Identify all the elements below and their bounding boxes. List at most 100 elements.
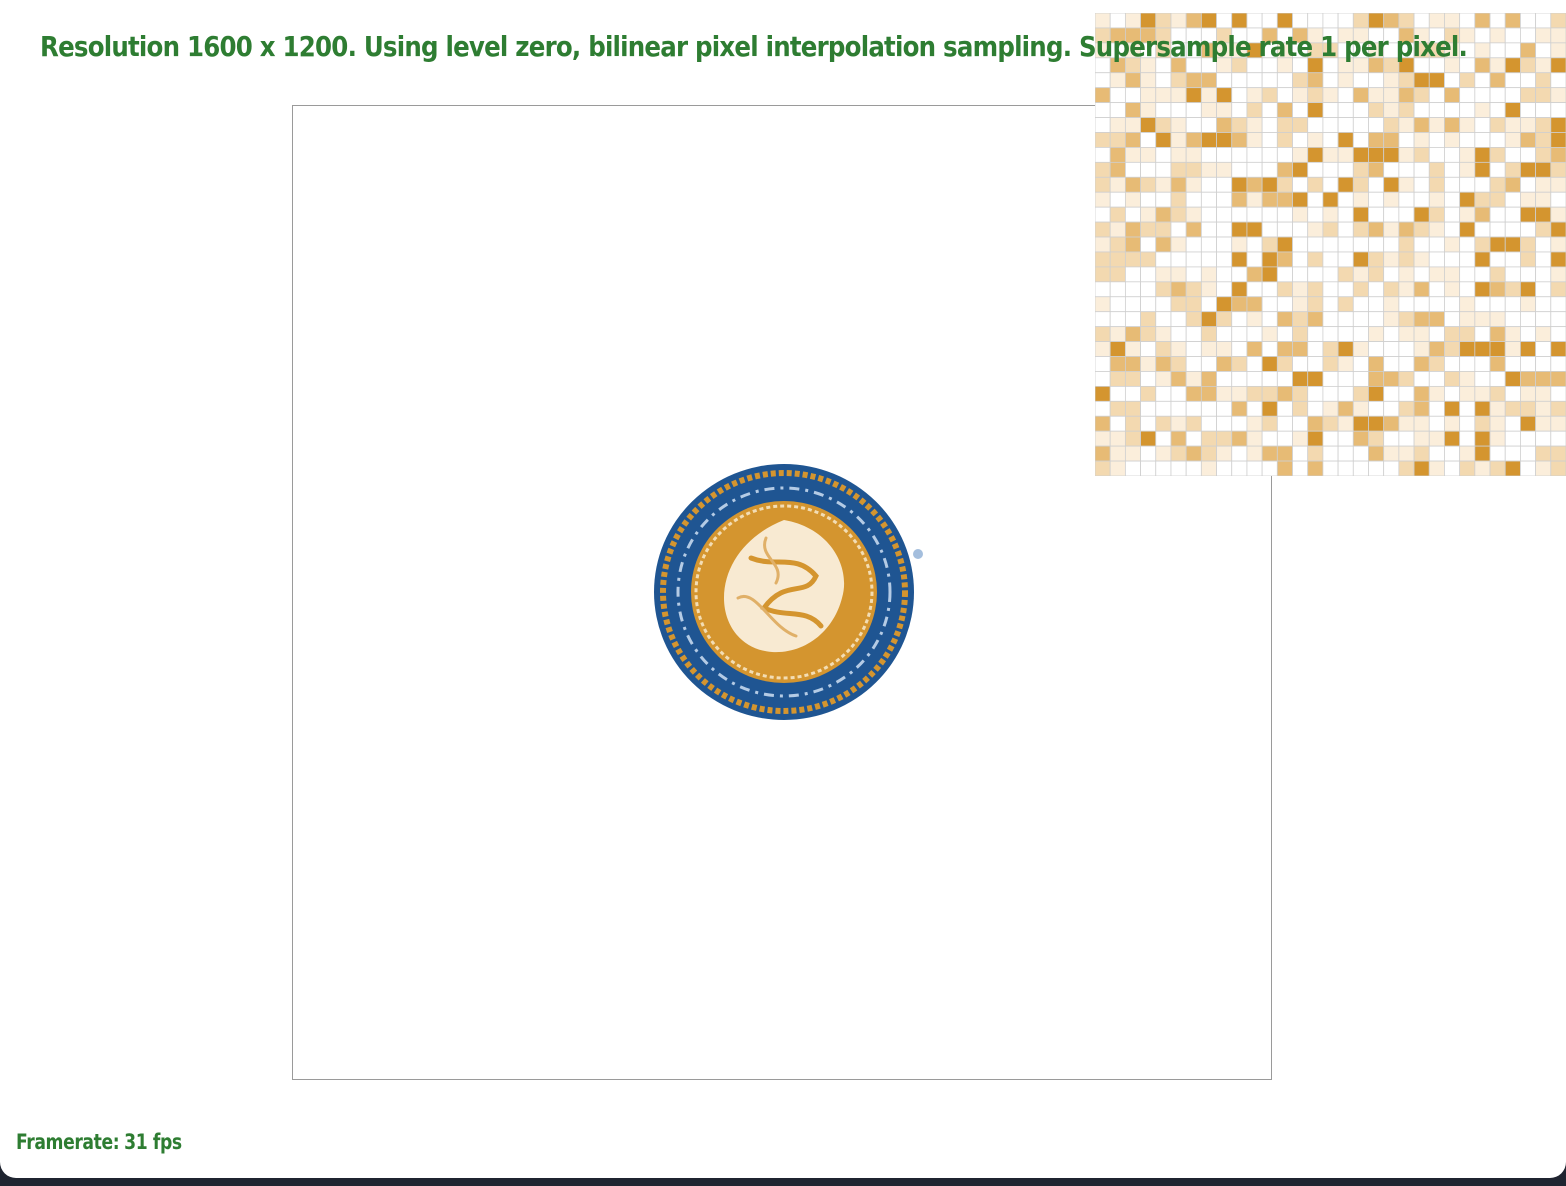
zoom-pixel-cell xyxy=(1368,445,1385,462)
zoom-pixel-cell xyxy=(1155,430,1172,447)
zoom-pixel-cell xyxy=(1383,296,1400,313)
zoom-pixel-cell xyxy=(1428,311,1445,328)
zoom-pixel-cell xyxy=(1109,251,1126,268)
zoom-pixel-cell xyxy=(1200,445,1217,462)
zoom-pixel-cell xyxy=(1535,281,1552,298)
zoom-pixel-cell xyxy=(1140,236,1157,253)
zoom-pixel-cell xyxy=(1383,102,1400,118)
zoom-pixel-cell xyxy=(1489,236,1506,253)
zoom-pixel-cell xyxy=(1231,236,1248,253)
zoom-pixel-cell xyxy=(1170,430,1187,447)
zoom-pixel-cell xyxy=(1322,311,1339,328)
zoom-pixel-cell xyxy=(1520,87,1537,104)
zoom-pixel-cell xyxy=(1489,266,1506,283)
zoom-pixel-cell xyxy=(1246,356,1263,372)
zoom-pixel-cell xyxy=(1155,13,1172,29)
zoom-pixel-cell xyxy=(1155,311,1172,328)
zoom-pixel-cell xyxy=(1489,72,1506,89)
zoom-pixel-cell xyxy=(1155,281,1172,298)
university-seal-icon[interactable] xyxy=(646,458,932,730)
zoom-pixel-cell xyxy=(1307,400,1324,417)
zoom-pixel-cell xyxy=(1368,430,1385,447)
zoom-pixel-cell xyxy=(1200,132,1217,148)
zoom-pixel-cell xyxy=(1124,191,1141,208)
zoom-pixel-cell xyxy=(1489,161,1506,178)
zoom-pixel-cell xyxy=(1352,206,1369,223)
zoom-pixel-cell xyxy=(1140,117,1157,133)
zoom-pixel-cell xyxy=(1140,176,1157,193)
pixel-inspector-zoom[interactable] xyxy=(1095,13,1566,476)
zoom-pixel-cell xyxy=(1383,400,1400,417)
zoom-pixel-cell xyxy=(1368,236,1385,253)
zoom-pixel-cell xyxy=(1337,87,1354,104)
zoom-pixel-cell xyxy=(1428,460,1445,476)
zoom-pixel-cell xyxy=(1489,221,1506,238)
zoom-pixel-cell xyxy=(1307,13,1324,29)
zoom-pixel-cell xyxy=(1246,236,1263,253)
zoom-pixel-cell xyxy=(1095,206,1111,223)
zoom-pixel-cell xyxy=(1337,191,1354,208)
zoom-pixel-cell xyxy=(1276,281,1293,298)
zoom-pixel-cell xyxy=(1428,415,1445,432)
zoom-pixel-cell xyxy=(1337,385,1354,402)
zoom-pixel-cell xyxy=(1550,326,1566,342)
zoom-pixel-cell xyxy=(1535,385,1552,402)
zoom-pixel-cell xyxy=(1246,400,1263,417)
zoom-pixel-cell xyxy=(1368,400,1385,417)
zoom-pixel-cell xyxy=(1520,102,1537,118)
zoom-pixel-cell xyxy=(1535,296,1552,313)
zoom-pixel-cell xyxy=(1185,341,1202,357)
zoom-pixel-cell xyxy=(1095,445,1111,462)
zoom-pixel-cell xyxy=(1307,266,1324,283)
zoom-pixel-cell xyxy=(1322,251,1339,268)
zoom-pixel-cell xyxy=(1368,161,1385,178)
zoom-pixel-cell xyxy=(1246,132,1263,148)
zoom-pixel-cell xyxy=(1322,206,1339,223)
zoom-pixel-cell xyxy=(1140,445,1157,462)
zoom-pixel-cell xyxy=(1428,371,1445,387)
zoom-pixel-cell xyxy=(1292,430,1309,447)
zoom-pixel-cell xyxy=(1276,400,1293,417)
zoom-pixel-cell xyxy=(1109,430,1126,447)
zoom-pixel-cell xyxy=(1504,221,1521,238)
zoom-pixel-cell xyxy=(1261,311,1278,328)
zoom-pixel-cell xyxy=(1428,176,1445,193)
zoom-pixel-cell xyxy=(1292,221,1309,238)
zoom-pixel-cell xyxy=(1459,430,1476,447)
zoom-pixel-cell xyxy=(1504,296,1521,313)
zoom-pixel-cell xyxy=(1322,385,1339,402)
zoom-pixel-cell xyxy=(1095,341,1111,357)
zoom-pixel-cell xyxy=(1489,460,1506,476)
zoom-pixel-cell xyxy=(1307,281,1324,298)
zoom-pixel-cell xyxy=(1322,460,1339,476)
zoom-pixel-cell xyxy=(1383,371,1400,387)
zoom-pixel-cell xyxy=(1337,161,1354,178)
zoom-pixel-cell xyxy=(1352,102,1369,118)
zoom-pixel-cell xyxy=(1095,430,1111,447)
zoom-pixel-cell xyxy=(1276,341,1293,357)
zoom-pixel-cell xyxy=(1246,460,1263,476)
zoom-pixel-cell xyxy=(1276,191,1293,208)
zoom-pixel-cell xyxy=(1322,117,1339,133)
zoom-pixel-cell xyxy=(1504,191,1521,208)
zoom-pixel-cell xyxy=(1261,460,1278,476)
zoom-pixel-cell xyxy=(1368,117,1385,133)
zoom-pixel-cell xyxy=(1170,311,1187,328)
zoom-pixel-cell xyxy=(1428,296,1445,313)
zoom-pixel-cell xyxy=(1261,102,1278,118)
zoom-pixel-cell xyxy=(1398,72,1415,89)
zoom-pixel-cell xyxy=(1095,385,1111,402)
zoom-pixel-cell xyxy=(1368,251,1385,268)
zoom-pixel-cell xyxy=(1428,206,1445,223)
zoom-pixel-cell xyxy=(1200,72,1217,89)
zoom-pixel-cell xyxy=(1474,251,1491,268)
zoom-pixel-cell xyxy=(1124,132,1141,148)
zoom-pixel-cell xyxy=(1307,371,1324,387)
zoom-pixel-cell xyxy=(1140,102,1157,118)
zoom-pixel-cell xyxy=(1246,147,1263,163)
zoom-pixel-cell xyxy=(1428,385,1445,402)
zoom-pixel-cell xyxy=(1520,42,1537,59)
zoom-pixel-cell xyxy=(1413,356,1430,372)
zoom-pixel-cell xyxy=(1246,385,1263,402)
zoom-pixel-cell xyxy=(1398,176,1415,193)
